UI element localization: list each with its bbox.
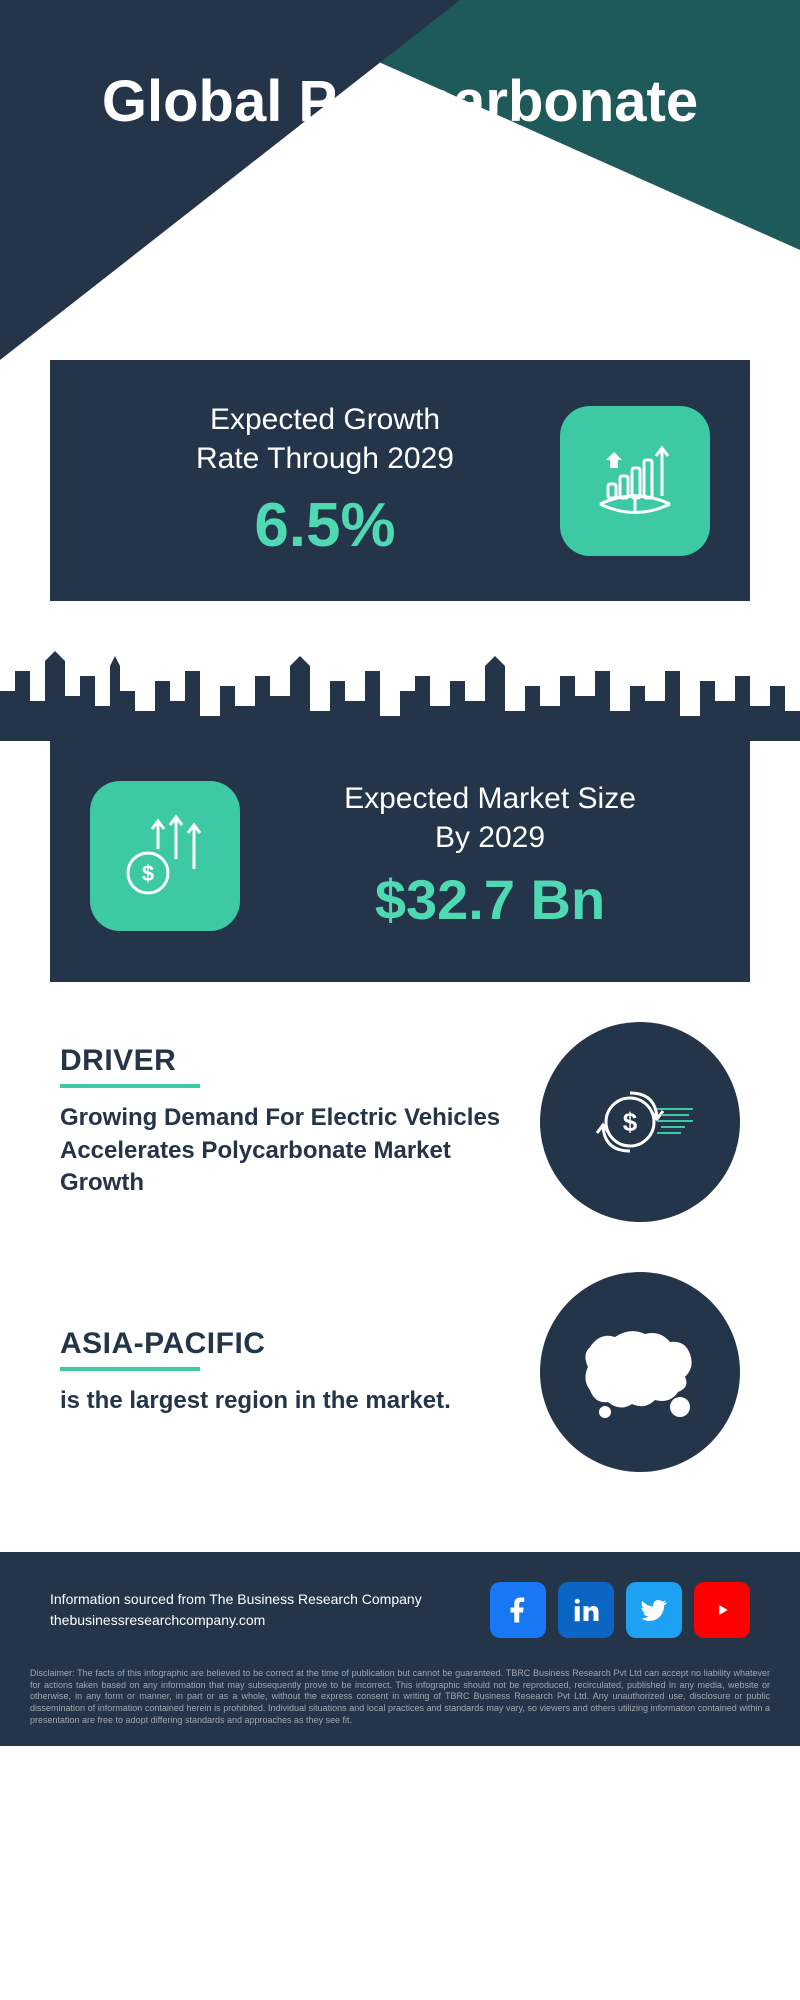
growth-value: 6.5% bbox=[90, 490, 560, 561]
footer-source-text: Information sourced from The Business Re… bbox=[50, 1589, 422, 1631]
driver-underline bbox=[60, 1084, 200, 1088]
region-heading: ASIA-PACIFIC bbox=[60, 1327, 510, 1361]
region-body: is the largest region in the market. bbox=[60, 1385, 510, 1417]
growth-chart-globe-icon bbox=[560, 406, 710, 556]
page-title: Global Polycarbonate Market bbox=[0, 70, 800, 198]
footer-section: Information sourced from The Business Re… bbox=[0, 1552, 800, 1658]
svg-text:$: $ bbox=[623, 1107, 638, 1137]
linkedin-icon[interactable] bbox=[558, 1582, 614, 1638]
globe-map-icon bbox=[540, 1272, 740, 1472]
title-line-1: Global Polycarbonate bbox=[0, 70, 800, 134]
social-icons-row bbox=[490, 1582, 750, 1638]
infographic-root: Global Polycarbonate Market Expected Gro… bbox=[0, 0, 800, 1746]
youtube-icon[interactable] bbox=[694, 1582, 750, 1638]
twitter-icon[interactable] bbox=[626, 1582, 682, 1638]
growth-rate-panel: Expected Growth Rate Through 2029 6.5% bbox=[50, 360, 750, 601]
driver-body: Growing Demand For Electric Vehicles Acc… bbox=[60, 1102, 510, 1199]
header-section: Global Polycarbonate Market bbox=[0, 0, 800, 360]
region-text-block: ASIA-PACIFIC is the largest region in th… bbox=[60, 1327, 510, 1417]
market-size-text-block: Expected Market Size By 2029 $32.7 Bn bbox=[270, 779, 710, 932]
facebook-icon[interactable] bbox=[490, 1582, 546, 1638]
region-underline bbox=[60, 1367, 200, 1371]
market-size-label: Expected Market Size By 2029 bbox=[270, 779, 710, 857]
dollar-cycle-icon: $ bbox=[540, 1022, 740, 1222]
driver-text-block: DRIVER Growing Demand For Electric Vehic… bbox=[60, 1044, 510, 1199]
driver-section: DRIVER Growing Demand For Electric Vehic… bbox=[60, 1022, 740, 1222]
region-section: ASIA-PACIFIC is the largest region in th… bbox=[60, 1272, 740, 1472]
dollar-arrows-icon: $ bbox=[90, 781, 240, 931]
growth-text-block: Expected Growth Rate Through 2029 6.5% bbox=[90, 400, 560, 561]
driver-heading: DRIVER bbox=[60, 1044, 510, 1078]
svg-text:$: $ bbox=[142, 861, 154, 886]
market-size-panel: $ Expected Market Size By 2029 $32.7 Bn bbox=[50, 739, 750, 982]
disclaimer-text: Disclaimer: The facts of this infographi… bbox=[0, 1658, 800, 1746]
city-skyline-decoration bbox=[0, 621, 800, 741]
growth-label: Expected Growth Rate Through 2029 bbox=[90, 400, 560, 478]
market-size-value: $32.7 Bn bbox=[270, 867, 710, 932]
title-line-2: Market bbox=[0, 134, 800, 198]
